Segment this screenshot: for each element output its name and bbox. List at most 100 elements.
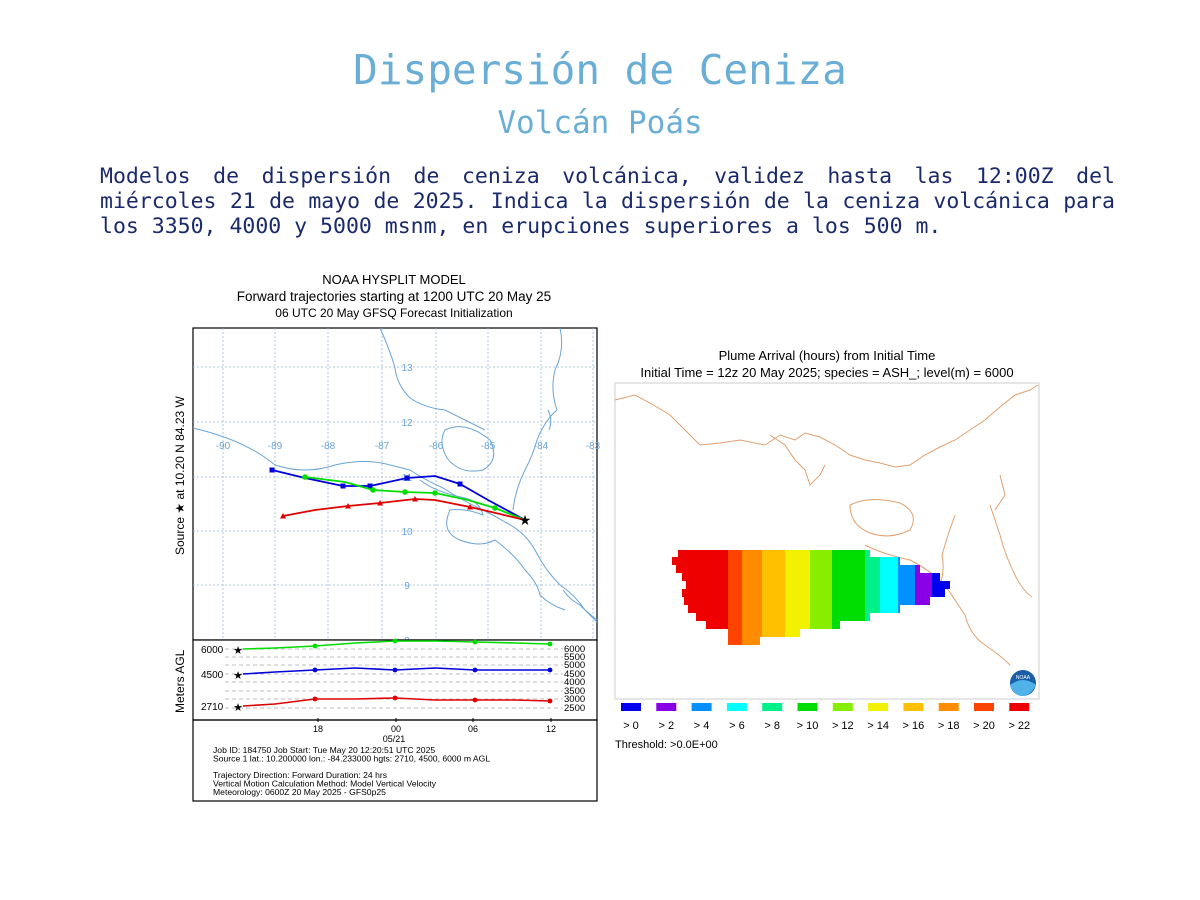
legend-label: > 18 [938, 720, 960, 732]
trajectory-marker [340, 483, 346, 489]
height-marker [547, 667, 553, 673]
height-right-label: 2500 [564, 703, 585, 714]
plume-cell [742, 597, 772, 605]
plume-cell [898, 573, 920, 581]
plume-cell [898, 565, 920, 573]
time-tick-label: 00 [391, 724, 401, 734]
plume-cell [762, 605, 787, 613]
legend-label: > 16 [903, 720, 925, 732]
info-line: Source 1 lat.: 10.200000 lon.: -84.23300… [213, 753, 490, 763]
height-marker [547, 698, 553, 704]
plume-cell [762, 597, 787, 605]
trajectory-marker [280, 513, 286, 519]
plume-cell [832, 605, 872, 613]
plume-cell [810, 597, 835, 605]
trajectory-marker [467, 504, 473, 510]
plume-cell [932, 581, 950, 589]
legend-label: > 6 [729, 720, 745, 732]
lat-tick-label: 9 [404, 581, 410, 592]
plume-cell [785, 589, 815, 597]
plume-cell [742, 629, 772, 637]
plume-cell [880, 605, 900, 613]
height-marker [312, 643, 318, 649]
lon-tick-label: -86 [429, 441, 444, 452]
hysplit-title-1: NOAA HYSPLIT MODEL [322, 272, 466, 287]
height-marker [312, 667, 318, 673]
plume-cell [742, 565, 772, 573]
lat-tick-label: 10 [401, 527, 413, 538]
legend-swatch [938, 703, 959, 711]
plume-cell [898, 557, 900, 565]
lon-tick-label: -90 [216, 441, 231, 452]
trajectory-marker [492, 505, 498, 511]
height-right-label: 3500 [564, 686, 585, 697]
legend-swatch [797, 703, 818, 711]
plume-cell [785, 605, 815, 613]
legend-swatch [726, 703, 747, 711]
plume-cell [832, 550, 870, 558]
time-tick-label: 18 [313, 724, 323, 734]
plume-cell [832, 589, 872, 597]
plume-cell [865, 565, 890, 573]
hysplit-info-panel: Job ID: 184750 Job Start: Tue May 20 12:… [192, 719, 598, 802]
noaa-logo: NOAA [1010, 670, 1036, 696]
plume-cell [832, 613, 870, 621]
height-left-label: 6000 [201, 645, 224, 656]
legend-label: > 22 [1008, 720, 1030, 732]
source-label: Source ★ at 10.20 N 84.23 W [173, 395, 187, 555]
trajectory-lines [269, 467, 526, 521]
plume-cell [785, 613, 815, 621]
height-marker [392, 638, 398, 644]
legend-label: > 10 [797, 720, 819, 732]
page-subtitle: Volcán Poás [497, 105, 703, 141]
lat-tick-label: 12 [401, 418, 413, 429]
plume-cell [832, 581, 872, 589]
plume-cell [742, 557, 772, 565]
plume-cell [785, 629, 800, 637]
plume-cell [865, 557, 890, 565]
plume-cell [810, 573, 835, 581]
time-tick-label: 06 [468, 724, 478, 734]
height-right-label: 5500 [564, 652, 585, 663]
plume-cell [785, 557, 815, 565]
lon-tick-label: -84 [534, 441, 549, 452]
legend-swatch [903, 703, 924, 711]
lon-tick-label: -83 [586, 441, 601, 452]
lon-tick-label: -88 [321, 441, 336, 452]
trajectory-marker [402, 489, 408, 495]
map-grid [193, 328, 597, 641]
height-marker [472, 667, 478, 673]
plume-cell [915, 581, 937, 589]
plume-cell [810, 581, 835, 589]
plume-title-1: Plume Arrival (hours) from Initial Time [719, 348, 936, 363]
trajectory-marker [412, 496, 418, 502]
plume-cell [742, 573, 772, 581]
height-start-star: ★ [233, 702, 243, 714]
hysplit-map-panel: -90-89-88-87-86-85-84-83 1312111098 ★ [192, 327, 601, 647]
hysplit-title-2: Forward trajectories starting at 1200 UT… [237, 289, 551, 304]
lon-tick-label: -89 [268, 441, 283, 452]
height-left-label: 2710 [201, 702, 224, 713]
plume-cell [880, 573, 902, 581]
plume-cell [785, 573, 815, 581]
plume-cell [810, 565, 835, 573]
plume-cell [762, 550, 787, 558]
plume-cell [915, 589, 937, 597]
plume-cell [880, 589, 902, 597]
height-start-star: ★ [233, 670, 243, 682]
plume-cell [762, 589, 787, 597]
plume-cell [810, 557, 835, 565]
plume-cell [762, 621, 787, 629]
plume-cell [865, 581, 890, 589]
height-start-star: ★ [233, 645, 243, 657]
plume-cell [898, 581, 920, 589]
plume-cell [785, 581, 815, 589]
height-marker [547, 641, 553, 647]
lat-tick-label: 13 [401, 363, 413, 374]
plume-cell [762, 581, 787, 589]
trajectory-marker [370, 487, 376, 493]
height-marker [472, 697, 478, 703]
hysplit-title-3: 06 UTC 20 May GFSQ Forecast Initializati… [275, 306, 512, 320]
height-left-label: 4500 [201, 670, 224, 681]
height-right-label: 3000 [564, 694, 585, 705]
